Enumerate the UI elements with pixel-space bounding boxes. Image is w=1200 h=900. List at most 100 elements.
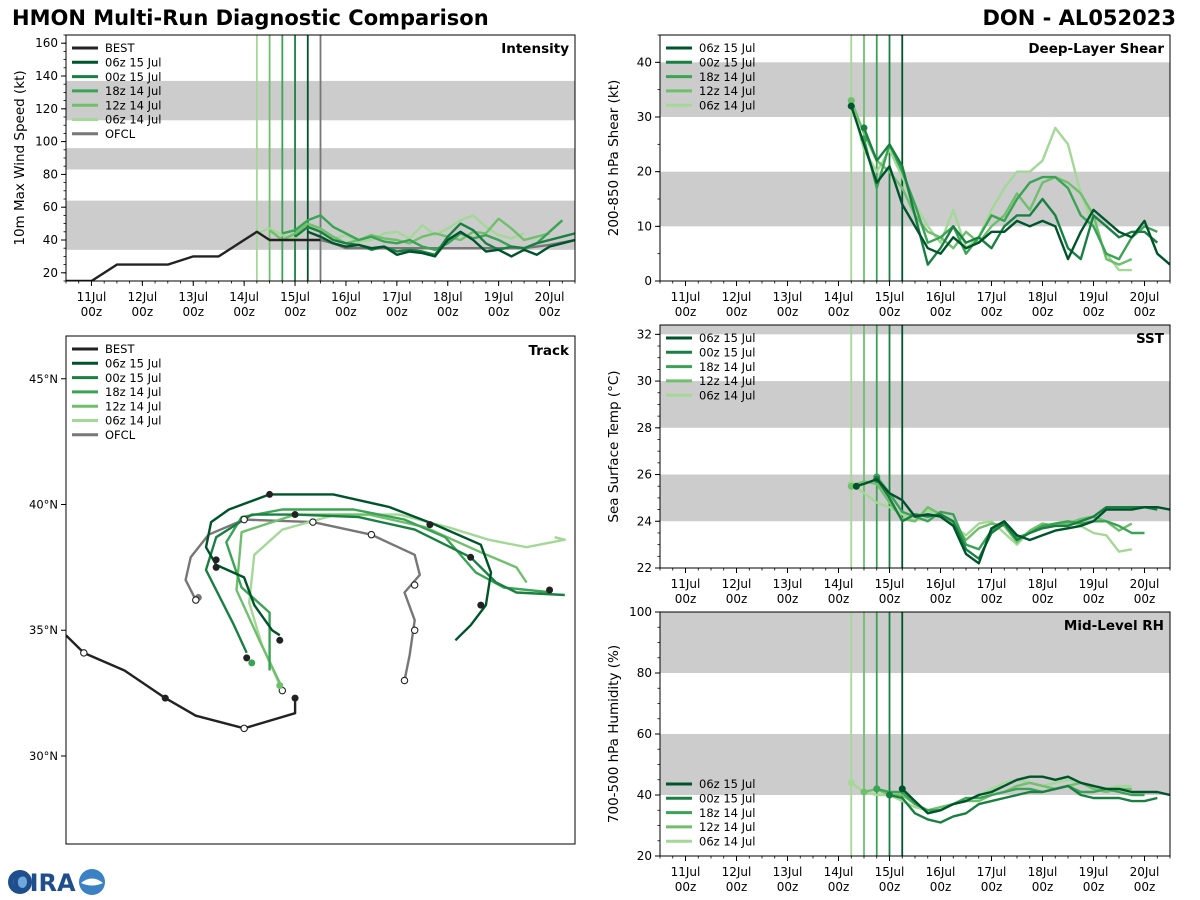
rh-xtick-hour: 00z — [726, 880, 748, 894]
rh-series-06z-15-jul — [901, 775, 1170, 815]
shear-legend-label-06z-14-jul: 06z 14 Jul — [699, 98, 756, 112]
rh-legend-label-00z-15-jul: 00z 15 Jul — [699, 792, 756, 806]
sst-xtick-day: 19Jul — [1079, 577, 1109, 591]
sst-xtick-hour: 00z — [828, 592, 850, 606]
rh-xtick-day: 19Jul — [1079, 865, 1109, 879]
intensity-series-12z-14-jul — [268, 217, 550, 245]
rh-xtick-hour: 00z — [981, 880, 1003, 894]
shear-legend-label-00z-15-jul: 00z 15 Jul — [699, 56, 756, 70]
rh-init-marker-06z-14-jul — [847, 779, 855, 787]
sst-ytick-label: 28 — [637, 421, 652, 435]
sst-legend-label-18z-14-jul: 18z 14 Jul — [699, 360, 756, 374]
track-marker-filled-06z-15-jul — [426, 521, 434, 529]
rh-xtick-day: 16Jul — [926, 865, 956, 879]
rh-xtick-day: 18Jul — [1028, 865, 1058, 879]
shear-series-18z-14-jul — [862, 138, 1158, 261]
cira-logo-globe-inner-icon — [13, 875, 27, 889]
shear-xtick-hour: 00z — [1134, 305, 1156, 319]
track-marker-filled-06z-15-jul — [477, 601, 485, 609]
sst-xtick-day: 12Jul — [722, 577, 752, 591]
intensity-ytick-label: 140 — [35, 69, 58, 83]
sst-xtick-hour: 00z — [777, 592, 799, 606]
track-ytick-label: 45°N — [29, 372, 58, 386]
sst-ytick-label: 32 — [637, 327, 652, 341]
sst-xtick-day: 15Jul — [875, 577, 905, 591]
cira-logo: CIRA — [8, 869, 105, 897]
shear-legend-label-18z-14-jul: 18z 14 Jul — [699, 70, 756, 84]
rh-xtick-hour: 00z — [930, 880, 952, 894]
track-series-12z-14-jul — [235, 513, 528, 689]
shear-init-marker-00z-15-jul — [860, 124, 868, 132]
intensity-xtick-day: 12Jul — [127, 290, 157, 304]
track-ytick-label: 35°N — [29, 623, 58, 637]
intensity-series-06z-15-jul — [307, 230, 575, 258]
intensity-xtick-hour: 00z — [386, 305, 408, 319]
intensity-legend-label-06z-14-jul: 06z 14 Jul — [105, 113, 162, 127]
track-marker-filled-00z-15-jul — [243, 654, 251, 662]
intensity-xtick-day: 13Jul — [178, 290, 208, 304]
rh-xtick-hour: 00z — [777, 880, 799, 894]
rh-xtick-day: 14Jul — [824, 865, 854, 879]
track-legend-label-18z-14-jul: 18z 14 Jul — [105, 385, 162, 399]
track-marker-open-ofcl — [400, 676, 409, 685]
intensity-legend-label-12z-14-jul: 12z 14 Jul — [105, 98, 162, 112]
track-plot-area — [66, 490, 566, 733]
track-marker-filled-06z-15-jul — [266, 490, 274, 498]
rh-xtick-hour: 00z — [828, 880, 850, 894]
sst-band-1 — [660, 381, 1170, 428]
rh-init-marker-00z-15-jul — [886, 791, 893, 799]
shear-xtick-hour: 00z — [675, 305, 697, 319]
shear-series-06z-15-jul — [850, 105, 1170, 266]
sst-xtick-day: 11Jul — [671, 577, 701, 591]
sst-xtick-hour: 00z — [1134, 592, 1156, 606]
rh-panel: 2040608010011Jul00z12Jul00z13Jul00z14Jul… — [606, 605, 1171, 894]
track-marker-filled-18z-14-jul — [248, 659, 256, 667]
shear-band-1 — [660, 62, 1170, 117]
track-series-best — [66, 634, 297, 730]
track-legend-label-ofcl: OFCL — [105, 428, 136, 442]
intensity-xtick-day: 20Jul — [535, 290, 565, 304]
sst-xtick-hour: 00z — [930, 592, 952, 606]
shear-legend-label-12z-14-jul: 12z 14 Jul — [699, 84, 756, 98]
sst-init-marker-06z-15-jul — [852, 482, 860, 490]
track-marker-filled-best — [161, 694, 169, 702]
rh-xtick-day: 13Jul — [773, 865, 803, 879]
rh-ytick-label: 60 — [637, 727, 652, 741]
intensity-legend-label-06z-15-jul: 06z 15 Jul — [105, 56, 162, 70]
sst-xtick-hour: 00z — [1083, 592, 1105, 606]
sst-band-2 — [660, 325, 1170, 335]
intensity-xtick-day: 19Jul — [484, 290, 514, 304]
rh-xtick-hour: 00z — [879, 880, 901, 894]
intensity-ytick-label: 60 — [43, 200, 58, 214]
track-marker-open-ofcl — [192, 596, 200, 604]
track-marker-filled-best — [291, 694, 299, 702]
intensity-xtick-hour: 00z — [437, 305, 459, 319]
track-marker-filled-00z-15-jul — [467, 553, 475, 561]
intensity-xtick-hour: 00z — [182, 305, 204, 319]
rh-xtick-day: 17Jul — [977, 865, 1007, 879]
noaa-logo-bird-icon — [81, 878, 103, 886]
intensity-ytick-label: 40 — [43, 233, 58, 247]
sst-xtick-day: 18Jul — [1028, 577, 1058, 591]
sst-ytick-label: 24 — [637, 514, 652, 528]
rh-xtick-day: 20Jul — [1130, 865, 1160, 879]
sst-ytick-label: 26 — [637, 468, 652, 482]
intensity-xtick-day: 17Jul — [382, 290, 412, 304]
sst-panel-title: SST — [1136, 331, 1165, 347]
shear-series-12z-14-jul — [850, 100, 1133, 266]
rh-legend-label-06z-14-jul: 06z 14 Jul — [699, 834, 756, 848]
intensity-xtick-hour: 00z — [335, 305, 357, 319]
sst-xtick-hour: 00z — [726, 592, 748, 606]
rh-legend-label-18z-14-jul: 18z 14 Jul — [699, 806, 756, 820]
sst-xtick-day: 16Jul — [926, 577, 956, 591]
shear-xtick-day: 19Jul — [1079, 290, 1109, 304]
track-frame — [65, 335, 576, 845]
rh-xtick-hour: 00z — [1083, 880, 1105, 894]
track-marker-filled-06z-15-jul — [212, 556, 220, 564]
sst-legend-label-06z-14-jul: 06z 14 Jul — [699, 388, 756, 402]
intensity-panel: 2040608010012014016011Jul00z12Jul00z13Ju… — [12, 34, 576, 319]
intensity-legend-label-00z-15-jul: 00z 15 Jul — [105, 70, 162, 84]
intensity-legend-label-18z-14-jul: 18z 14 Jul — [105, 84, 162, 98]
cira-logo-text: CIRA — [12, 869, 76, 897]
